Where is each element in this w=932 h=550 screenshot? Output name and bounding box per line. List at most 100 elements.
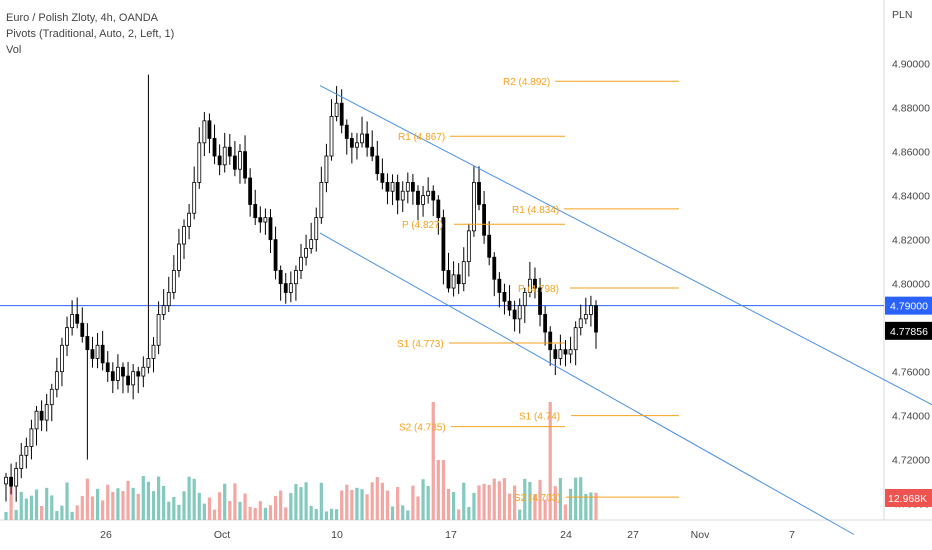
volume-bar <box>309 505 313 520</box>
pivot-level-label: P (4.827) <box>402 220 443 231</box>
volume-bar <box>472 492 476 520</box>
volume-bar <box>467 506 471 520</box>
candle-up <box>4 476 8 485</box>
volume-bar <box>90 496 95 520</box>
candle-down <box>207 120 212 139</box>
candle-up <box>319 182 324 219</box>
candle-up <box>131 371 136 386</box>
pivots-indicator-label[interactable]: Pivots (Traditional, Auto, 2, Left, 1) <box>6 28 175 40</box>
candle-up <box>517 305 522 320</box>
volume-bar <box>345 484 349 520</box>
candle-down <box>85 336 90 351</box>
volume-indicator-label[interactable]: Vol <box>6 44 22 56</box>
volume-bar <box>228 501 232 520</box>
volume-bar <box>223 483 227 520</box>
candle-down <box>416 190 420 205</box>
volume-bar <box>558 477 562 520</box>
volume-bar <box>385 490 390 520</box>
candle-up <box>115 366 120 381</box>
candle-down <box>136 371 141 377</box>
volume-bar <box>268 505 273 520</box>
candle-down <box>227 146 232 157</box>
volume-bar <box>233 483 237 520</box>
volume-bar <box>253 507 257 520</box>
volume-bar <box>446 488 451 520</box>
candle-down <box>512 309 517 320</box>
volume-bar <box>553 486 557 520</box>
candle-up <box>527 278 532 293</box>
volume-bar <box>538 479 542 520</box>
candle-up <box>70 314 75 329</box>
volume-bar <box>584 493 588 520</box>
candle-up <box>568 349 573 355</box>
volume-bar <box>248 506 252 520</box>
candle-down <box>75 314 80 324</box>
volume-bar <box>243 493 247 520</box>
last-price-box <box>885 321 932 340</box>
volume-bar <box>218 492 222 520</box>
volume-bar <box>111 491 115 520</box>
candle-up <box>24 446 29 456</box>
candle-up <box>294 270 298 285</box>
candle-down <box>212 138 217 157</box>
volume-bar <box>350 489 354 520</box>
candle-down <box>441 217 446 271</box>
candle-down <box>90 349 95 359</box>
candle-up <box>583 314 588 320</box>
candle-up <box>19 454 24 469</box>
candle-down <box>344 124 349 139</box>
pivot-level-label: R2 (4.892) <box>503 77 550 88</box>
volume-bar <box>375 477 379 520</box>
symbol-title[interactable]: Euro / Polish Zloty, 4h, OANDA <box>6 12 159 24</box>
candle-down <box>375 155 380 175</box>
volume-bar <box>156 476 161 520</box>
candle-down <box>436 199 441 219</box>
volume-bar <box>436 460 440 520</box>
candle-up <box>166 292 171 307</box>
channel-lower-line <box>319 232 855 535</box>
volume-bar <box>355 487 359 520</box>
candle-down <box>339 102 344 126</box>
volume-bar <box>106 484 110 520</box>
pivot-level-label: P (4.798) <box>518 284 559 295</box>
volume-bar <box>95 488 100 520</box>
volume-value-label: 12.968K <box>888 493 927 505</box>
volume-bar <box>167 501 171 520</box>
candle-up <box>314 217 319 241</box>
volume-bar <box>401 505 405 520</box>
volume-bar <box>548 402 552 520</box>
candle-down <box>105 362 110 373</box>
volume-bar <box>416 496 420 520</box>
candle-up <box>60 344 64 373</box>
pivot-level-label: R1 (4.867) <box>398 132 445 143</box>
volume-bar <box>55 510 59 520</box>
volume-bar <box>502 478 507 520</box>
volume-bar <box>279 490 283 520</box>
price-tick-label: 4.90000 <box>892 59 930 71</box>
pivot-level-label: R1 (4.834) <box>512 205 559 216</box>
candle-up <box>390 182 395 192</box>
candle-down <box>253 204 258 219</box>
volume-value-box <box>885 489 932 507</box>
candle-down <box>431 190 436 201</box>
volume-bar <box>70 511 74 520</box>
volume-bar <box>284 507 288 520</box>
time-tick-label: 17 <box>445 529 457 541</box>
volume-bar <box>507 493 512 520</box>
candle-up <box>141 366 146 377</box>
volume-bar <box>289 493 293 520</box>
volume-bar <box>533 494 537 520</box>
volume-bar <box>431 402 435 520</box>
volume-bar <box>85 478 89 520</box>
candle-up <box>522 292 527 307</box>
candle-up <box>472 182 476 232</box>
volume-bar <box>370 482 374 520</box>
candle-down <box>563 349 568 355</box>
volume-bar <box>340 490 344 520</box>
volume-bar <box>563 504 568 520</box>
candle-up <box>299 256 303 271</box>
volume-bar <box>299 487 303 520</box>
candle-up <box>304 248 308 258</box>
volume-bar <box>441 460 446 520</box>
